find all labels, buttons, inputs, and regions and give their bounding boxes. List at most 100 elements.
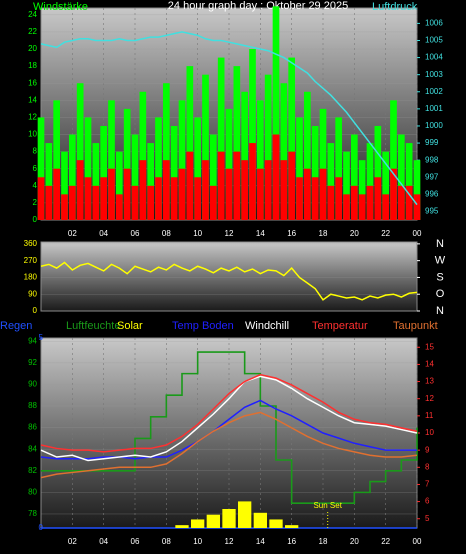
legend-entry: Luftfeuchte bbox=[66, 320, 120, 332]
y-tick-label: 8 bbox=[33, 147, 38, 156]
bar bbox=[210, 185, 217, 220]
y2-tick-label: 6 bbox=[425, 497, 430, 506]
y-tick-label: 0 bbox=[33, 306, 38, 315]
legend-entry: Temperatur bbox=[312, 320, 368, 332]
y2-tick-label: 1004 bbox=[425, 53, 443, 62]
bar bbox=[272, 134, 280, 220]
bar bbox=[69, 134, 76, 220]
bar bbox=[194, 177, 201, 220]
y2-tick-label: 1000 bbox=[425, 121, 443, 130]
y-tick-label: 80 bbox=[28, 487, 37, 496]
x-tick-label: 00 bbox=[413, 537, 422, 546]
y2-tick-label: N bbox=[436, 238, 444, 250]
y2-tick-label: 12 bbox=[425, 394, 434, 403]
x-tick-label: 20 bbox=[350, 229, 359, 238]
bar bbox=[131, 134, 139, 220]
bar bbox=[123, 108, 131, 220]
x-tick-label: 22 bbox=[381, 537, 390, 546]
bar bbox=[398, 185, 405, 220]
y-tick-label: 24 bbox=[28, 10, 37, 19]
y-tick-label: 16 bbox=[28, 78, 37, 87]
plot-background bbox=[40, 241, 418, 312]
bar bbox=[76, 83, 84, 221]
bar bbox=[233, 151, 241, 220]
bar bbox=[413, 160, 421, 220]
y-tick-label: 82 bbox=[28, 466, 37, 475]
line bbox=[40, 399, 417, 460]
y-tick-label: 94 bbox=[28, 336, 37, 345]
bar bbox=[405, 143, 413, 220]
bar bbox=[296, 177, 303, 220]
bar bbox=[202, 160, 209, 220]
y2-tick-label: 996 bbox=[425, 189, 439, 198]
bar bbox=[116, 194, 123, 220]
y-tick-label: 6 bbox=[33, 164, 38, 173]
bar bbox=[37, 177, 45, 220]
bar bbox=[288, 57, 295, 221]
y2-tick-label: 5 bbox=[425, 514, 430, 523]
step-line bbox=[41, 351, 418, 504]
line bbox=[40, 261, 418, 301]
y-tick-label: 86 bbox=[28, 423, 37, 432]
x-tick-label: 16 bbox=[287, 229, 296, 238]
x-tick-label: 14 bbox=[256, 229, 265, 238]
x-tick-label: 12 bbox=[225, 537, 234, 546]
bar bbox=[351, 185, 358, 220]
bar bbox=[175, 525, 189, 528]
bar bbox=[405, 185, 413, 220]
bar bbox=[390, 100, 397, 220]
y2-tick-label: S bbox=[436, 271, 443, 283]
line bbox=[40, 373, 418, 453]
bar bbox=[155, 117, 162, 220]
bar bbox=[335, 117, 342, 220]
y2-tick-label: 998 bbox=[425, 155, 439, 164]
bar bbox=[37, 117, 45, 220]
y-tick-label: 92 bbox=[28, 358, 37, 367]
y2-tick-label: 1001 bbox=[425, 104, 443, 113]
bar bbox=[327, 143, 335, 220]
y2-tick-label: 10 bbox=[425, 428, 434, 437]
legend-entry: Solar bbox=[117, 320, 143, 332]
bar bbox=[304, 91, 311, 220]
y2-tick-label: N bbox=[436, 305, 444, 317]
x-tick-label: 10 bbox=[193, 229, 202, 238]
y2-tick-label: 999 bbox=[425, 138, 439, 147]
bar bbox=[186, 151, 194, 220]
bar bbox=[366, 185, 374, 220]
y2-tick-label: 15 bbox=[425, 342, 434, 351]
bar bbox=[45, 143, 53, 220]
chart-title: 24 hour graph day : Oktober 29 2025 bbox=[168, 0, 348, 12]
bar bbox=[76, 160, 84, 220]
y2-tick-label: 7 bbox=[425, 480, 430, 489]
bar bbox=[374, 177, 382, 220]
y3-tick-label: 5 bbox=[39, 333, 44, 342]
bar bbox=[217, 57, 225, 221]
bar bbox=[311, 125, 319, 220]
bar bbox=[206, 514, 220, 528]
bar bbox=[53, 168, 60, 220]
bar bbox=[108, 168, 115, 220]
bar bbox=[311, 177, 319, 220]
bar bbox=[191, 519, 205, 528]
y2-tick-label: 8 bbox=[425, 462, 430, 471]
x-tick-label: 18 bbox=[319, 229, 328, 238]
bar bbox=[92, 143, 100, 220]
bar bbox=[319, 168, 327, 220]
bar bbox=[178, 100, 186, 220]
bar bbox=[358, 194, 366, 220]
x-tick-label: 12 bbox=[225, 229, 234, 238]
bar bbox=[366, 143, 374, 220]
y-tick-label: 88 bbox=[28, 401, 37, 410]
legend-entry: Windchill bbox=[245, 320, 289, 332]
line bbox=[40, 411, 418, 479]
y-tick-label: 78 bbox=[28, 509, 37, 518]
bar bbox=[257, 100, 264, 220]
bar bbox=[249, 143, 256, 220]
y-tick-label: 90 bbox=[28, 289, 37, 298]
line bbox=[40, 375, 418, 462]
bar bbox=[61, 194, 68, 220]
legend-entry: Temp Boden bbox=[172, 320, 234, 332]
bar bbox=[280, 83, 288, 221]
bar bbox=[178, 168, 186, 220]
